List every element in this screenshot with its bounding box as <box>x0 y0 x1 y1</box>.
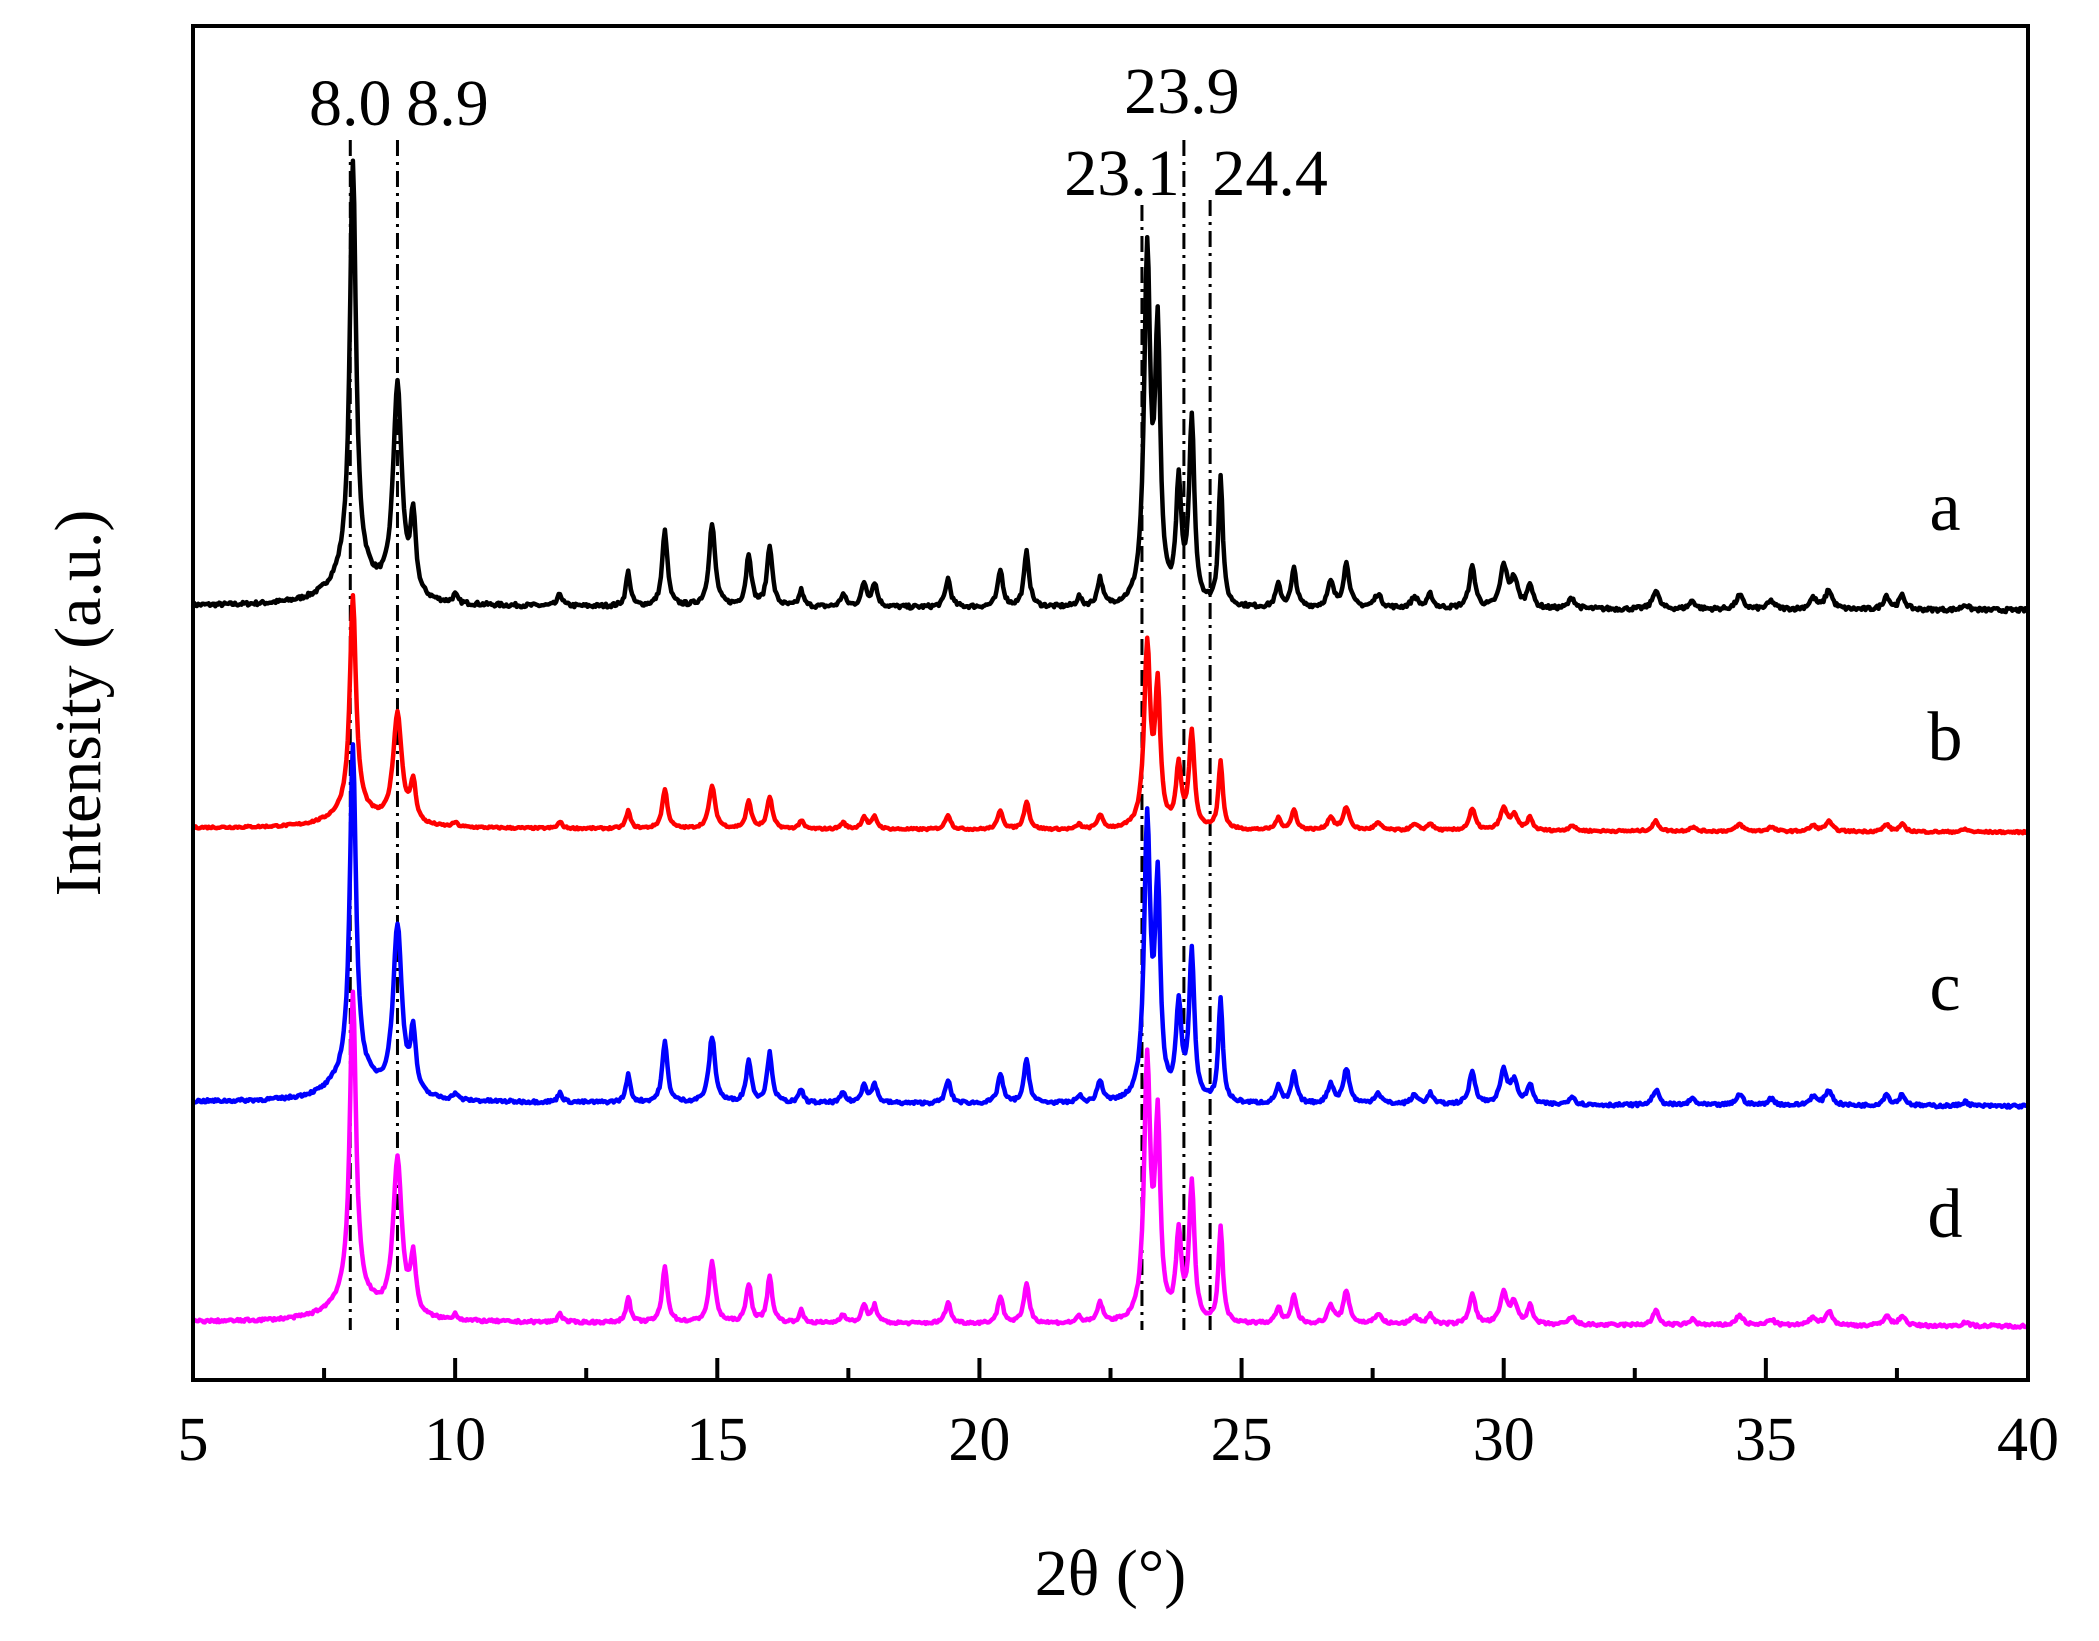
x-tick-label: 30 <box>1473 1406 1535 1474</box>
x-tick-label: 40 <box>1997 1406 2059 1474</box>
series-lines <box>190 158 2030 1330</box>
series-line-b <box>191 593 2030 836</box>
reference-label: 23.1 <box>1064 137 1180 210</box>
reference-label: 8.0 <box>309 67 392 140</box>
reference-lines <box>348 140 1212 1330</box>
x-tick-label: 35 <box>1735 1406 1797 1474</box>
x-tick-label: 5 <box>178 1406 209 1474</box>
series-label: c <box>1929 949 1960 1026</box>
reference-label: 23.9 <box>1124 55 1240 128</box>
reference-label: 24.4 <box>1212 137 1328 210</box>
x-tick-label: 10 <box>424 1406 486 1474</box>
reference-label: 8.9 <box>406 67 489 140</box>
x-tick-label: 15 <box>686 1406 748 1474</box>
series-line-a <box>190 158 2029 615</box>
x-axis-label: 2θ (°) <box>1035 1537 1186 1610</box>
series-labels: a b c d <box>1928 469 1963 1253</box>
y-axis-label: Intensity (a.u.) <box>42 510 115 897</box>
series-label: b <box>1928 699 1963 776</box>
series-line-c <box>191 742 2029 1110</box>
x-axis-ticks: 5 10 15 20 25 30 35 40 <box>178 1358 2059 1474</box>
x-tick-label: 25 <box>1211 1406 1273 1474</box>
reference-labels: 8.0 8.9 23.1 23.9 24.4 <box>309 55 1328 210</box>
series-label: a <box>1929 469 1960 546</box>
series-label: d <box>1928 1176 1963 1253</box>
x-tick-label: 20 <box>948 1406 1010 1474</box>
series-line-d <box>191 989 2029 1330</box>
plot-frame <box>191 24 2030 1382</box>
